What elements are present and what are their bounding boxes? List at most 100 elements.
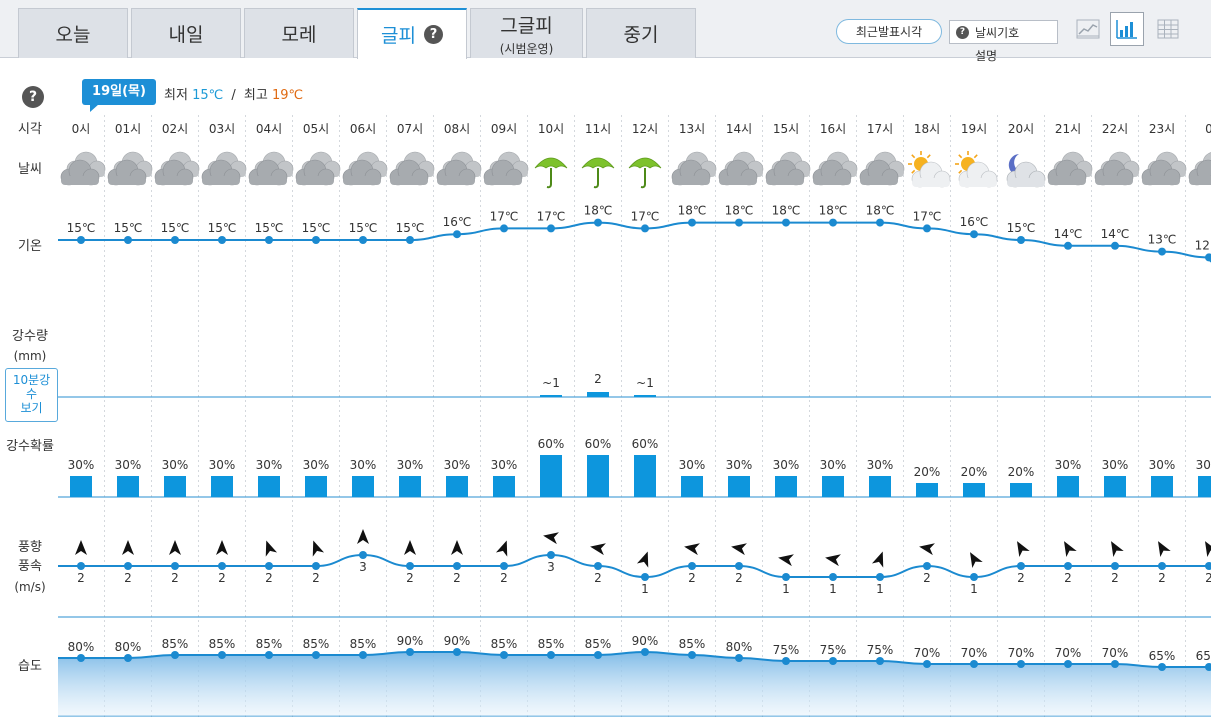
- umbrella-handle: [546, 168, 552, 189]
- wind-speed-point: [171, 562, 179, 570]
- precipitation-bar: [587, 392, 609, 397]
- tab-midterm[interactable]: 중기: [586, 8, 696, 58]
- wind-arrow-shape: [357, 529, 369, 544]
- umbrella-icon: [534, 157, 568, 189]
- probability-label: 60%: [632, 437, 659, 451]
- temperature-label: 18℃: [584, 204, 613, 218]
- hour-label: 03시: [209, 122, 235, 136]
- umbrella-handle: [593, 168, 599, 189]
- cloudy-icon: [483, 151, 529, 186]
- temperature-point: [1158, 247, 1166, 256]
- temperature-point: [218, 236, 226, 244]
- wind-speed-label: 2: [1205, 571, 1211, 585]
- hour-label: 13시: [679, 122, 705, 136]
- temperature-point: [641, 224, 649, 233]
- probability-label: 20%: [914, 465, 941, 479]
- wind-arrow-icon: [169, 540, 181, 555]
- precipitation-label: 2: [594, 372, 602, 386]
- wind-speed-label: 1: [829, 582, 837, 596]
- humidity-label: 65%: [1149, 649, 1176, 663]
- wind-arrow-icon: [871, 551, 884, 568]
- weather-row-label: 날씨: [18, 162, 42, 177]
- line-chart-view-button[interactable]: [1071, 12, 1105, 46]
- wind-speed-label: 3: [359, 560, 367, 574]
- wind-speed-point: [218, 562, 226, 570]
- wind-speed-point: [1017, 562, 1025, 570]
- temperature-point: [923, 224, 931, 233]
- cloud-part: [1142, 176, 1180, 185]
- cloud-part: [860, 176, 898, 185]
- cloud-part: [1189, 176, 1211, 185]
- cloud-part: [959, 178, 997, 187]
- wind-arrow-shape: [1158, 541, 1171, 558]
- recent-release-button[interactable]: 최근발표시각: [836, 19, 942, 44]
- wind-speed-label: 2: [453, 571, 461, 585]
- wind-arrow-icon: [1064, 541, 1077, 558]
- cloud-part: [1048, 176, 1086, 185]
- humidity-point: [500, 651, 508, 659]
- wind-speed-point: [1158, 562, 1166, 570]
- cloudy-icon: [201, 151, 247, 186]
- help-icon[interactable]: ?: [22, 86, 44, 108]
- wind-speed-point: [735, 562, 743, 570]
- humidity-point: [688, 651, 696, 659]
- probability-label: 30%: [867, 458, 894, 472]
- probability-label: 30%: [350, 458, 377, 472]
- wind-arrow-shape: [404, 540, 416, 555]
- wind-arrow-shape: [871, 551, 884, 568]
- cloudy-icon: [1094, 151, 1140, 186]
- symbol-description-label: 설명: [975, 49, 998, 63]
- humidity-label: 70%: [914, 646, 941, 660]
- probability-label: 30%: [773, 458, 800, 472]
- probability-bar: [70, 476, 92, 497]
- tab-sublabel: (시범운영): [499, 41, 554, 56]
- hour-label: 23시: [1149, 122, 1175, 136]
- probability-bar: [1151, 476, 1173, 497]
- hour-label: 17시: [867, 122, 893, 136]
- precipitation-label: ~1: [542, 376, 560, 390]
- probability-label: 30%: [1149, 458, 1176, 472]
- temperature-label: 18℃: [678, 204, 707, 218]
- wind-arrow-shape: [919, 543, 935, 556]
- sun-ray: [973, 154, 978, 159]
- wind-speed-label: 2: [312, 571, 320, 585]
- temperature-label: 16℃: [960, 215, 989, 229]
- wind-speed-point: [923, 562, 931, 570]
- min-temp-value: 15℃: [192, 88, 224, 103]
- wind-arrow-icon: [684, 543, 700, 556]
- tab-3days-later[interactable]: 글피 ?: [357, 8, 467, 59]
- humidity-point: [171, 651, 179, 659]
- temperature-point: [594, 218, 602, 227]
- umbrella-canopy: [628, 157, 662, 169]
- wind-speed-point: [312, 562, 320, 570]
- sun-ray: [958, 154, 963, 159]
- tab-4days-later[interactable]: 그글피 (시범운영): [470, 8, 583, 58]
- cloudy-icon: [765, 151, 811, 186]
- humidity-label: 80%: [115, 640, 142, 654]
- tab-today[interactable]: 오늘: [18, 8, 128, 58]
- tab-label: 모레: [281, 24, 317, 46]
- wind-speed-label: 2: [218, 571, 226, 585]
- probability-label: 30%: [162, 458, 189, 472]
- hour-label: 0: [1205, 122, 1211, 136]
- tab-day-after[interactable]: 모레: [244, 8, 354, 58]
- partly-cloudy-day-icon: [908, 151, 951, 188]
- probability-bar: [399, 476, 421, 497]
- wind-arrow-icon: [636, 551, 649, 568]
- wind-arrow-shape: [122, 540, 134, 555]
- precipitation-unit-label: (mm): [13, 349, 47, 363]
- wind-speed-point: [876, 573, 884, 581]
- cloud-part: [343, 176, 381, 185]
- temperature-point: [688, 218, 696, 227]
- temperature-label: 17℃: [631, 209, 660, 223]
- moon: [1008, 154, 1029, 176]
- wind-speed-label: 2: [688, 571, 696, 585]
- help-icon[interactable]: ?: [423, 25, 443, 44]
- table-view-button[interactable]: [1151, 12, 1185, 46]
- weather-symbol-button[interactable]: ? 날씨기호: [949, 20, 1058, 44]
- bar-chart-view-button[interactable]: [1110, 12, 1144, 46]
- precipitation-row-label: 강수량: [12, 329, 48, 344]
- rain-10min-button[interactable]: 10분강 수 보기: [5, 368, 58, 422]
- probability-bar: [822, 476, 844, 497]
- tab-tomorrow[interactable]: 내일: [131, 8, 241, 58]
